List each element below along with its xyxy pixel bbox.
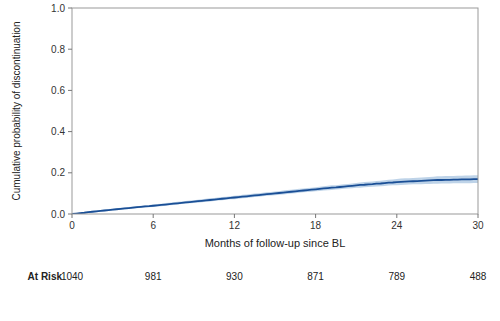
tick-label: 12 <box>229 220 241 231</box>
y-axis-label: Cumulative probability of discontinuatio… <box>11 22 22 201</box>
at-risk-label: At Risk <box>28 271 63 282</box>
at-risk-value: 488 <box>470 271 487 282</box>
tick-label: 0.8 <box>51 44 65 55</box>
tick <box>68 49 72 50</box>
at-risk-value: 930 <box>226 271 243 282</box>
tick-label: 0.0 <box>51 209 65 220</box>
tick-label: 18 <box>310 220 322 231</box>
tick <box>234 214 235 218</box>
tick-label: 6 <box>150 220 156 231</box>
at-risk-value: 1040 <box>61 271 84 282</box>
at-risk-table: At Risk1040 981 930 871 789 488 <box>28 271 487 282</box>
tick <box>396 214 397 218</box>
tick <box>153 214 154 218</box>
at-risk-value: 981 <box>145 271 162 282</box>
tick <box>68 214 72 215</box>
tick-label: 1.0 <box>51 3 65 14</box>
tick <box>68 131 72 132</box>
tick <box>68 90 72 91</box>
at-risk-value: 871 <box>307 271 324 282</box>
tick-label: 0.2 <box>51 167 65 178</box>
chart: 0.0 0.2 0.4 0.6 0.8 1.0 0 6 12 18 24 30 Months of fo… <box>0 0 500 321</box>
tick <box>68 172 72 173</box>
tick-label: 0.6 <box>51 85 65 96</box>
plot-frame <box>72 8 478 214</box>
plot-area <box>72 175 478 214</box>
tick-label: 30 <box>472 220 484 231</box>
x-axis-label: Months of follow-up since BL <box>205 237 346 249</box>
y-axis: 0.0 0.2 0.4 0.6 0.8 1.0 <box>51 3 72 220</box>
tick-label: 0.4 <box>51 126 65 137</box>
tick-label: 24 <box>391 220 403 231</box>
estimate-line <box>72 179 478 214</box>
tick <box>72 214 73 218</box>
tick-label: 0 <box>69 220 75 231</box>
tick <box>478 214 479 218</box>
confidence-band <box>72 175 478 214</box>
at-risk-value: 789 <box>388 271 405 282</box>
tick <box>315 214 316 218</box>
x-axis: 0 6 12 18 24 30 <box>69 214 484 231</box>
tick <box>68 8 72 9</box>
